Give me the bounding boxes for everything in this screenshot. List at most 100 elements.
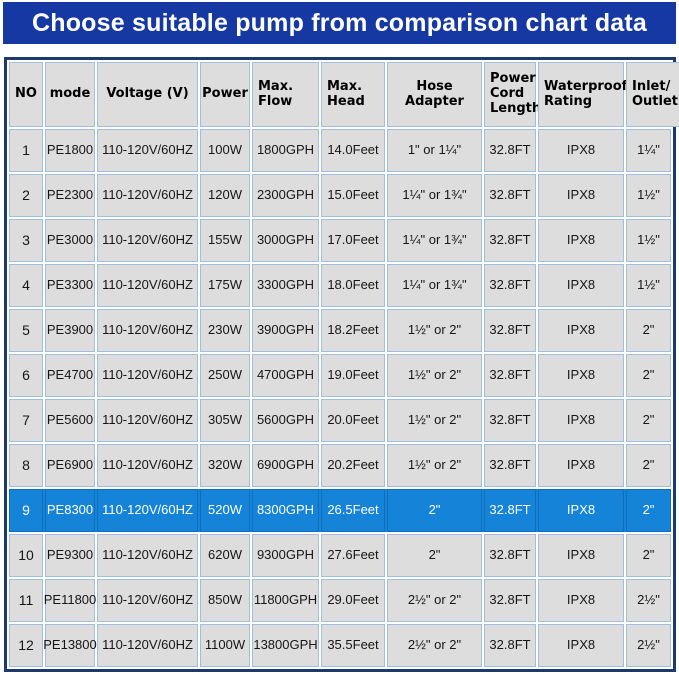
cell-max_head: 14.0Feet	[321, 129, 385, 172]
column-header-cord: Power Cord Length	[484, 62, 541, 127]
cell-mode: PE4700	[45, 354, 95, 397]
cell-power: 120W	[200, 174, 250, 217]
cell-cord: 32.8FT	[484, 354, 536, 397]
cell-waterproof: IPX8	[538, 129, 624, 172]
cell-voltage: 110-120V/60HZ	[97, 579, 198, 622]
cell-cord: 32.8FT	[484, 174, 536, 217]
cell-hose: 2½" or 2"	[387, 579, 482, 622]
cell-voltage: 110-120V/60HZ	[97, 219, 198, 262]
cell-waterproof: IPX8	[538, 354, 624, 397]
cell-hose: 1½" or 2"	[387, 309, 482, 352]
cell-power: 850W	[200, 579, 250, 622]
cell-voltage: 110-120V/60HZ	[97, 174, 198, 217]
cell-max_flow: 4700GPH	[252, 354, 319, 397]
cell-max_head: 20.0Feet	[321, 399, 385, 442]
cell-inlet: 1½"	[626, 264, 671, 307]
cell-mode: PE11800	[44, 579, 96, 622]
cell-max_head: 26.5Feet	[321, 489, 385, 532]
cell-no: 12	[9, 624, 43, 667]
cell-power: 230W	[200, 309, 250, 352]
cell-waterproof: IPX8	[538, 534, 624, 577]
cell-hose: 1" or 1¼"	[387, 129, 482, 172]
cell-no: 6	[9, 354, 43, 397]
cell-power: 250W	[200, 354, 250, 397]
cell-max_flow: 11800GPH	[252, 579, 319, 622]
cell-max_flow: 1800GPH	[252, 129, 319, 172]
cell-max_flow: 2300GPH	[252, 174, 319, 217]
cell-voltage: 110-120V/60HZ	[97, 354, 198, 397]
cell-voltage: 110-120V/60HZ	[97, 129, 198, 172]
cell-mode: PE1800	[45, 129, 95, 172]
cell-max_flow: 6900GPH	[252, 444, 319, 487]
cell-hose: 1½" or 2"	[387, 399, 482, 442]
table-row-5: 5 PE3900 110-120V/60HZ 230W 3900GPH 18.2Feet 1…	[9, 309, 671, 352]
cell-inlet: 2"	[626, 444, 671, 487]
cell-inlet: 1½"	[626, 174, 671, 217]
cell-cord: 32.8FT	[484, 534, 536, 577]
cell-max_flow: 5600GPH	[252, 399, 319, 442]
cell-max_head: 15.0Feet	[321, 174, 385, 217]
cell-inlet: 2"	[626, 399, 671, 442]
cell-no: 3	[9, 219, 43, 262]
cell-max_head: 35.5Feet	[321, 624, 385, 667]
cell-mode: PE3300	[45, 264, 95, 307]
cell-power: 100W	[200, 129, 250, 172]
cell-max_head: 18.2Feet	[321, 309, 385, 352]
cell-max_head: 27.6Feet	[321, 534, 385, 577]
cell-mode: PE8300	[45, 489, 95, 532]
cell-inlet: 1¼"	[626, 129, 671, 172]
cell-no: 8	[9, 444, 43, 487]
cell-hose: 1¼" or 1¾"	[387, 219, 482, 262]
cell-mode: PE13800	[43, 624, 97, 667]
table-row-9-highlighted: 9 PE8300 110-120V/60HZ 520W 8300GPH 26.5Feet 2…	[9, 489, 671, 532]
table-row-2: 2 PE2300 110-120V/60HZ 120W 2300GPH 15.0Feet 1…	[9, 174, 671, 217]
cell-no: 5	[9, 309, 43, 352]
cell-inlet: 2"	[626, 354, 671, 397]
cell-inlet: 2"	[626, 534, 671, 577]
table-row-3: 3 PE3000 110-120V/60HZ 155W 3000GPH 17.0Feet 1…	[9, 219, 671, 262]
cell-inlet: 2"	[626, 489, 671, 532]
column-header-voltage: Voltage (V)	[97, 62, 198, 127]
cell-max_flow: 3000GPH	[252, 219, 319, 262]
cell-max_flow: 3300GPH	[252, 264, 319, 307]
cell-no: 4	[9, 264, 43, 307]
cell-cord: 32.8FT	[484, 264, 536, 307]
cell-waterproof: IPX8	[538, 444, 624, 487]
cell-hose: 2½" or 2"	[387, 624, 482, 667]
cell-hose: 2"	[387, 534, 482, 577]
table-row-7: 7 PE5600 110-120V/60HZ 305W 5600GPH 20.0Feet 1…	[9, 399, 671, 442]
pump-comparison-table: NO mode Voltage (V) Power Max. Flow Max. Head…	[4, 57, 679, 672]
cell-voltage: 110-120V/60HZ	[97, 309, 198, 352]
cell-waterproof: IPX8	[538, 264, 624, 307]
page-title: Choose suitable pump from comparison cha…	[31, 8, 648, 37]
cell-no: 1	[9, 129, 43, 172]
cell-max_head: 19.0Feet	[321, 354, 385, 397]
cell-no: 2	[9, 174, 43, 217]
header-row: NO mode Voltage (V) Power Max. Flow Max. Head…	[9, 62, 679, 127]
title-banner: Choose suitable pump from comparison cha…	[3, 2, 676, 44]
cell-voltage: 110-120V/60HZ	[97, 399, 198, 442]
cell-max_flow: 13800GPH	[252, 624, 319, 667]
cell-max_head: 18.0Feet	[321, 264, 385, 307]
cell-voltage: 110-120V/60HZ	[97, 624, 198, 667]
cell-waterproof: IPX8	[538, 174, 624, 217]
cell-mode: PE2300	[45, 174, 95, 217]
cell-power: 520W	[200, 489, 250, 532]
cell-inlet: 2½"	[626, 624, 671, 667]
cell-no: 11	[9, 579, 43, 622]
table-row-12: 12 PE13800 110-120V/60HZ 1100W 13800GPH 35.5F…	[9, 624, 671, 667]
cell-max_head: 17.0Feet	[321, 219, 385, 262]
cell-inlet: 2½"	[626, 579, 671, 622]
cell-mode: PE5600	[45, 399, 95, 442]
cell-cord: 32.8FT	[484, 219, 536, 262]
cell-power: 1100W	[200, 624, 250, 667]
cell-waterproof: IPX8	[538, 219, 624, 262]
cell-cord: 32.8FT	[484, 579, 536, 622]
cell-max_flow: 3900GPH	[252, 309, 319, 352]
cell-voltage: 110-120V/60HZ	[97, 489, 198, 532]
cell-power: 320W	[200, 444, 250, 487]
cell-inlet: 2"	[626, 309, 671, 352]
column-header-max_flow: Max. Flow	[252, 62, 319, 127]
cell-mode: PE6900	[45, 444, 95, 487]
